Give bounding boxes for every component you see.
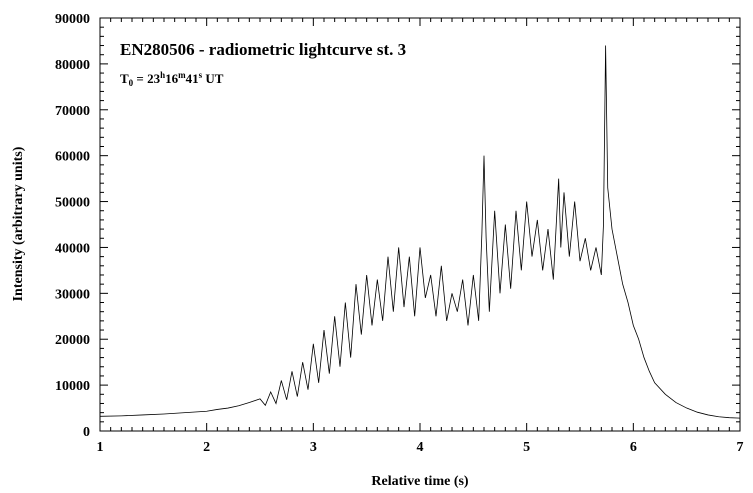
x-tick-label: 2 [203,440,210,455]
subtitle-s: s [199,70,203,80]
subtitle-s-val: 41 [186,71,199,86]
subtitle-subscript: 0 [129,78,134,88]
series-line-lightcurve [99,45,741,419]
x-tick-label: 7 [737,440,744,455]
chart-subtitle: T0 = 23h16m41s UT [120,70,224,88]
subtitle-suffix: UT [202,71,224,86]
y-axis-title: Intensity (arbitrary units) [11,146,26,301]
y-tick-label: 30000 [55,287,90,302]
y-tick-label: 60000 [55,150,90,165]
y-tick-label: 70000 [55,104,90,119]
subtitle-m: m [178,70,186,80]
x-tick-label: 5 [523,440,530,455]
y-tick-label: 90000 [55,12,90,27]
y-tick-label: 10000 [55,379,90,394]
tick-labels: 1 2 3 4 5 6 7 0 10000 20000 30000 40000 50000 60000 70… [55,12,744,455]
y-tick-label: 0 [83,425,90,440]
x-axis-title: Relative time (s) [371,474,469,489]
chart-title: EN280506 - radiometric lightcurve st. 3 [120,40,406,59]
axis-ticks [99,17,741,432]
x-tick-label: 1 [97,440,104,455]
x-tick-label: 6 [630,440,637,455]
y-tick-label: 80000 [55,58,90,73]
x-tick-label: 3 [310,440,317,455]
y-tick-label: 50000 [55,196,90,211]
subtitle-h: h [160,70,165,80]
y-tick-label: 20000 [55,333,90,348]
subtitle-m-val: 16 [165,71,179,86]
x-tick-label: 4 [417,440,424,455]
y-tick-label: 40000 [55,241,90,256]
subtitle-eq: = 23 [133,71,160,86]
subtitle-prefix: T [120,71,129,86]
